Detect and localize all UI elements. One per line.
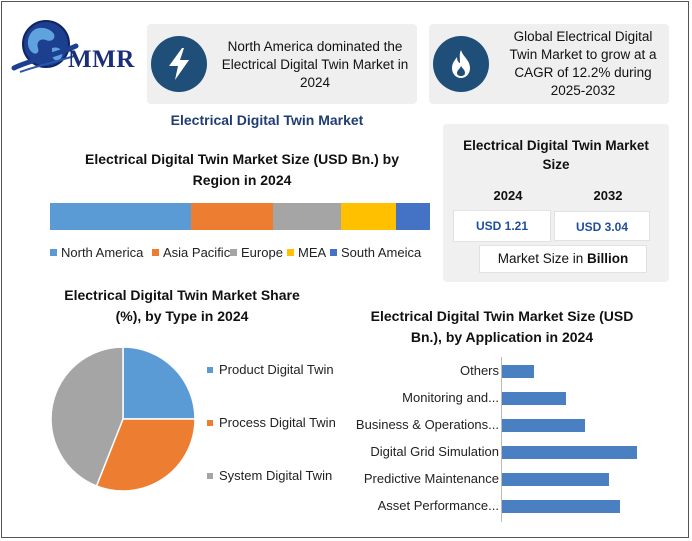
application-category-label: Digital Grid Simulation — [370, 444, 499, 459]
region-segment-asia-pacific — [190, 203, 274, 230]
region-legend-item: Europe — [230, 245, 283, 260]
legend-swatch — [287, 249, 294, 256]
insight-card-cagr: Global Electrical Digital Twin Market to… — [429, 24, 669, 104]
application-bar — [502, 391, 566, 405]
application-bar — [502, 499, 621, 513]
card-north-america-text: North America dominated the Electrical D… — [221, 39, 409, 90]
main-title: Electrical Digital Twin Market — [170, 112, 364, 128]
legend-label: Product Digital Twin — [219, 362, 334, 377]
application-axis-line — [501, 357, 502, 522]
legend-swatch — [50, 249, 57, 256]
application-bar — [502, 364, 535, 378]
application-category-label: Monitoring and... — [402, 390, 499, 405]
mmr-logo: MMR — [10, 16, 140, 86]
pie-slice-process-digital-twin — [95, 418, 196, 492]
legend-label: Asia Pacific — [163, 245, 231, 260]
region-legend-item: South Ameica — [330, 245, 421, 260]
region-segment-europe — [273, 203, 342, 230]
lightning-icon — [151, 36, 207, 92]
legend-label: System Digital Twin — [219, 468, 333, 483]
application-bar — [502, 445, 637, 459]
application-bar — [502, 418, 585, 432]
type-pie-chart — [50, 346, 196, 492]
pie-slice-product-digital-twin — [122, 346, 196, 420]
region-legend-item: Asia Pacific — [152, 245, 230, 260]
region-legend: North America Asia Pacific Europe MEA South … — [50, 245, 440, 263]
legend-swatch — [207, 473, 213, 479]
type-legend-item: Process Digital Twin — [207, 415, 336, 430]
type-chart-title: Electrical Digital Twin Market Share (%)… — [64, 287, 300, 324]
legend-label: Europe — [241, 245, 283, 260]
application-category-label: Others — [459, 363, 499, 378]
region-legend-item: MEA — [287, 245, 326, 260]
legend-swatch — [230, 249, 237, 256]
application-bar-chart: Others Monitoring and... Business & Operat… — [302, 357, 672, 522]
type-legend-item: System Digital Twin — [207, 468, 332, 483]
legend-label: Process Digital Twin — [219, 415, 336, 430]
region-stacked-bar — [50, 203, 430, 230]
year-2032-label: 2032 — [593, 188, 623, 203]
type-legend: Product Digital Twin Process Digital Twin… — [207, 362, 347, 502]
legend-label: South Ameica — [341, 245, 422, 260]
market-size-title: Electrical Digital Twin Market Size — [463, 138, 649, 172]
year-2024-label: 2024 — [493, 188, 523, 203]
application-chart-title: Electrical Digital Twin Market Size (USD… — [370, 308, 634, 345]
type-legend-item: Product Digital Twin — [207, 362, 334, 377]
region-segment-north-america — [50, 203, 191, 230]
region-segment-mea — [341, 203, 397, 230]
application-category-label: Business & Operations... — [355, 417, 499, 432]
application-category-label: Predictive Maintenance — [363, 471, 499, 486]
legend-swatch — [330, 249, 337, 256]
legend-swatch — [207, 420, 213, 426]
value-2032: USD 3.04 — [554, 211, 650, 241]
legend-swatch — [152, 249, 159, 256]
region-chart-title: Electrical Digital Twin Market Size (USD… — [84, 151, 400, 188]
legend-swatch — [207, 367, 213, 373]
market-size-panel: Electrical Digital Twin Market Size 2024… — [443, 124, 669, 282]
insight-card-north-america: North America dominated the Electrical D… — [147, 24, 417, 104]
market-size-unit: Market Size in Billion — [479, 245, 647, 273]
flame-icon — [433, 36, 489, 92]
region-segment-south-ameica — [396, 203, 430, 230]
card-cagr-text: Global Electrical Digital Twin Market to… — [509, 29, 657, 98]
legend-label: MEA — [298, 245, 327, 260]
application-bar — [502, 472, 609, 486]
value-2024: USD 1.21 — [453, 210, 551, 242]
application-category-label: Asset Performance... — [377, 498, 499, 513]
legend-label: North America — [61, 245, 144, 260]
logo-text: MMR — [68, 46, 135, 73]
globe-icon — [11, 20, 79, 73]
pie-slice-system-digital-twin — [50, 346, 124, 487]
region-legend-item: North America — [50, 245, 143, 260]
